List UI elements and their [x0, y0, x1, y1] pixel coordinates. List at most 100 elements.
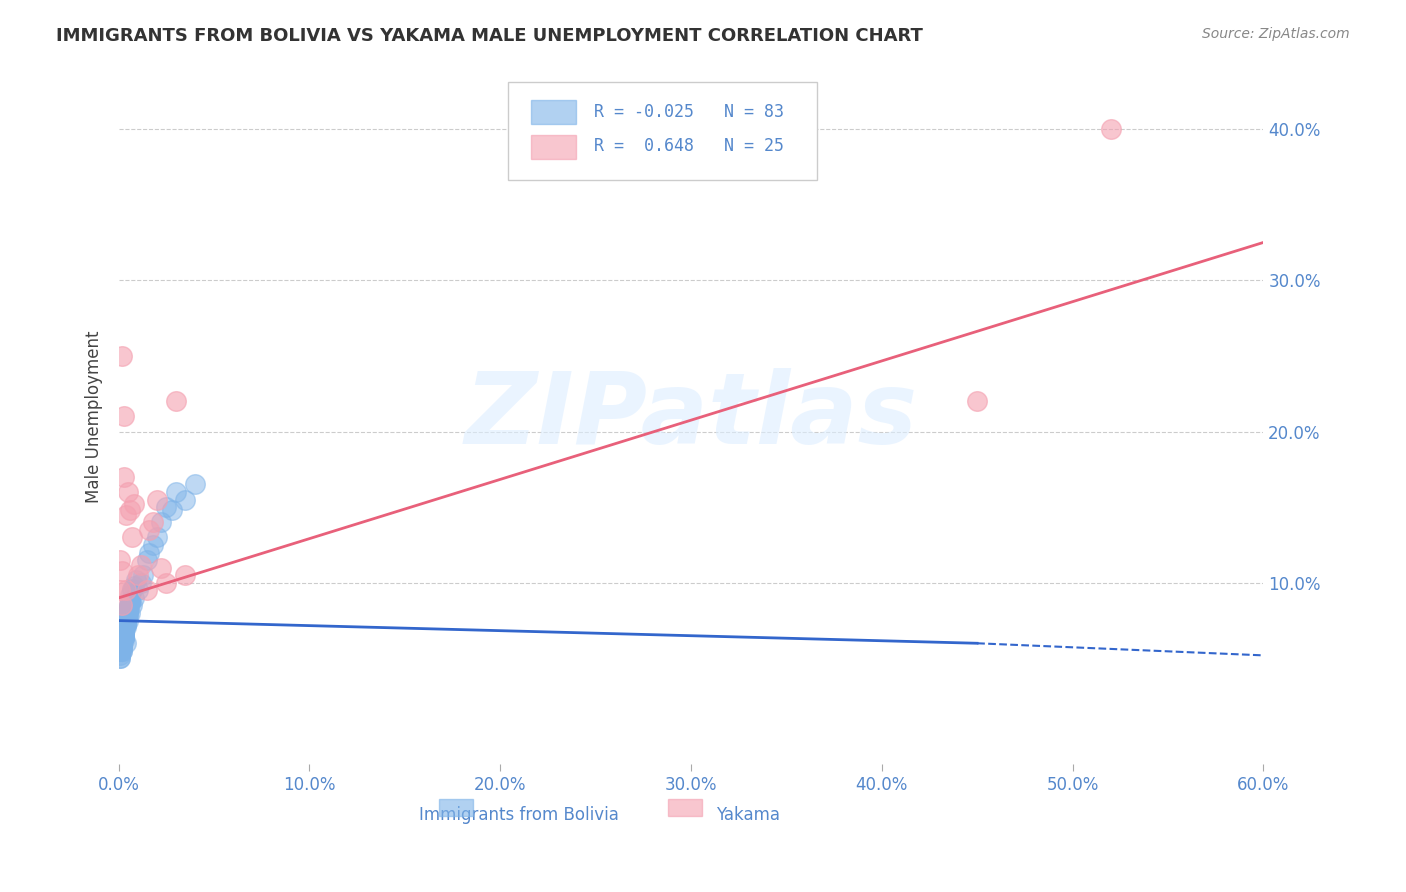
Point — [117, 614, 139, 628]
Point — [118, 606, 141, 620]
Point — [112, 633, 135, 648]
Point — [118, 594, 141, 608]
Point — [131, 575, 153, 590]
Point — [160, 503, 183, 517]
Point — [142, 538, 165, 552]
Point — [112, 629, 135, 643]
Point — [155, 500, 177, 515]
Point — [112, 409, 135, 424]
Point — [112, 630, 135, 644]
Point — [112, 624, 135, 639]
Point — [112, 618, 135, 632]
Point — [149, 560, 172, 574]
Point — [110, 640, 132, 654]
Point — [121, 582, 143, 596]
Point — [117, 603, 139, 617]
Point — [110, 651, 132, 665]
Point — [112, 627, 135, 641]
FancyBboxPatch shape — [530, 100, 576, 124]
Point — [111, 636, 134, 650]
Point — [112, 624, 135, 639]
Point — [122, 591, 145, 605]
Point — [115, 616, 138, 631]
Point — [165, 394, 187, 409]
Point — [115, 609, 138, 624]
Point — [127, 568, 149, 582]
Point — [122, 497, 145, 511]
Text: Immigrants from Bolivia: Immigrants from Bolivia — [419, 806, 619, 824]
Point — [115, 612, 138, 626]
Point — [112, 623, 135, 637]
Point — [111, 644, 134, 658]
Point — [184, 477, 207, 491]
Point — [111, 634, 134, 648]
Point — [117, 601, 139, 615]
Text: Source: ZipAtlas.com: Source: ZipAtlas.com — [1202, 27, 1350, 41]
Point — [174, 492, 197, 507]
Point — [111, 636, 134, 650]
FancyBboxPatch shape — [508, 82, 817, 180]
Point — [111, 638, 134, 652]
Point — [110, 651, 132, 665]
Point — [112, 621, 135, 635]
Point — [115, 636, 138, 650]
Point — [115, 615, 138, 629]
Point — [111, 633, 134, 648]
Point — [111, 640, 134, 654]
Point — [115, 508, 138, 522]
Text: IMMIGRANTS FROM BOLIVIA VS YAKAMA MALE UNEMPLOYMENT CORRELATION CHART: IMMIGRANTS FROM BOLIVIA VS YAKAMA MALE U… — [56, 27, 924, 45]
Point — [111, 349, 134, 363]
Point — [115, 607, 138, 622]
Point — [138, 545, 160, 559]
Point — [115, 618, 138, 632]
Point — [111, 599, 134, 613]
Point — [112, 623, 135, 637]
Point — [110, 644, 132, 658]
Point — [125, 573, 148, 587]
Point — [115, 614, 138, 628]
Point — [111, 638, 134, 652]
Point — [111, 624, 134, 639]
Point — [121, 530, 143, 544]
Point — [115, 616, 138, 631]
Point — [118, 594, 141, 608]
Point — [117, 609, 139, 624]
Point — [138, 523, 160, 537]
Point — [110, 583, 132, 598]
Point — [117, 603, 139, 617]
Point — [117, 599, 139, 614]
Point — [115, 612, 138, 626]
Point — [155, 575, 177, 590]
Point — [111, 629, 134, 643]
Point — [131, 558, 153, 572]
FancyBboxPatch shape — [668, 799, 703, 816]
Point — [145, 492, 167, 507]
Point — [174, 568, 197, 582]
Point — [111, 640, 134, 655]
Point — [136, 583, 159, 598]
Point — [112, 630, 135, 644]
Text: R =  0.648   N = 25: R = 0.648 N = 25 — [593, 137, 783, 155]
Point — [112, 470, 135, 484]
Point — [112, 625, 135, 640]
Point — [118, 597, 141, 611]
Point — [121, 599, 143, 613]
Point — [117, 606, 139, 620]
Point — [136, 553, 159, 567]
Point — [165, 485, 187, 500]
Point — [115, 583, 138, 598]
Point — [118, 503, 141, 517]
Point — [111, 564, 134, 578]
Point — [149, 516, 172, 530]
Point — [118, 588, 141, 602]
Point — [121, 583, 143, 598]
Point — [112, 627, 135, 641]
Point — [112, 625, 135, 640]
Text: R = -0.025   N = 83: R = -0.025 N = 83 — [593, 103, 783, 120]
Point — [966, 394, 988, 409]
Text: Yakama: Yakama — [716, 806, 780, 824]
Point — [111, 632, 134, 646]
Point — [118, 595, 141, 609]
Point — [142, 516, 165, 530]
Point — [122, 579, 145, 593]
